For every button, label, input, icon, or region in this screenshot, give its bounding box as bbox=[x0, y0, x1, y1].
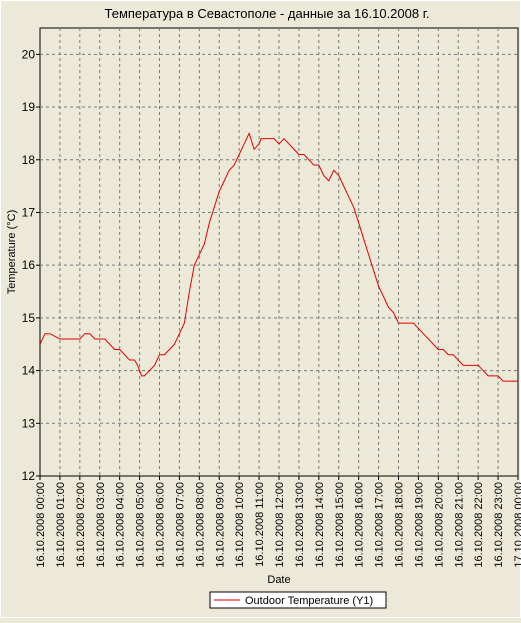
series-group bbox=[39, 132, 518, 382]
x-tick-label: 16.10.2008 16:00 bbox=[354, 482, 366, 568]
x-tick-label: 16.10.2008 18:00 bbox=[394, 482, 406, 568]
x-tick-label: 16.10.2008 12:00 bbox=[274, 482, 286, 568]
y-tick-label: 13 bbox=[22, 416, 36, 430]
x-tick-label: 16.10.2008 06:00 bbox=[155, 482, 167, 568]
y-tick-label: 14 bbox=[22, 364, 36, 378]
y-tick-label: 12 bbox=[22, 469, 36, 483]
x-tick-label: 16.10.2008 15:00 bbox=[334, 482, 346, 568]
legend-label: Outdoor Temperature (Y1) bbox=[245, 595, 373, 607]
x-tick-label: 16.10.2008 17:00 bbox=[374, 482, 386, 568]
x-axis-label: Date bbox=[267, 574, 290, 586]
y-tick-label: 16 bbox=[22, 258, 36, 272]
chart-title: Температура в Севастополе - данные за 16… bbox=[105, 6, 430, 21]
y-tick-label: 18 bbox=[22, 153, 36, 167]
y-tick-label: 20 bbox=[22, 47, 36, 61]
x-tick-label: 16.10.2008 20:00 bbox=[433, 482, 445, 568]
y-tick-label: 15 bbox=[22, 311, 36, 325]
x-tick-label: 16.10.2008 10:00 bbox=[234, 482, 246, 568]
x-tick-label: 16.10.2008 22:00 bbox=[473, 482, 485, 568]
x-tick-label: 16.10.2008 01:00 bbox=[55, 482, 67, 568]
legend-box bbox=[209, 591, 387, 609]
x-tick-label: 16.10.2008 07:00 bbox=[174, 482, 186, 568]
y-axis-ticks: 12 13 14 15 16 17 18 19 20 bbox=[22, 47, 40, 483]
x-tick-label: 16.10.2008 13:00 bbox=[294, 482, 306, 568]
x-tick-label: 16.10.2008 23:00 bbox=[493, 482, 505, 568]
y-axis-label: Temperature (°C) bbox=[6, 210, 18, 294]
x-tick-label: 16.10.2008 11:00 bbox=[254, 482, 266, 567]
x-tick-label: 16.10.2008 14:00 bbox=[314, 482, 326, 568]
legend: Outdoor Temperature (Y1) bbox=[209, 591, 387, 609]
x-tick-label: 16.10.2008 08:00 bbox=[194, 482, 206, 568]
x-axis-ticks: 16.10.2008 00:00 16.10.2008 01:00 16.10.20… bbox=[35, 476, 521, 568]
x-tick-label: 16.10.2008 02:00 bbox=[75, 482, 87, 568]
x-tick-label: 16.10.2008 09:00 bbox=[214, 482, 226, 568]
x-tick-label: 16.10.2008 04:00 bbox=[115, 482, 127, 568]
x-tick-label: 16.10.2008 00:00 bbox=[35, 482, 47, 568]
x-tick-label: 16.10.2008 21:00 bbox=[453, 482, 465, 568]
grid bbox=[40, 28, 518, 476]
x-tick-label: 16.10.2008 19:00 bbox=[413, 482, 425, 568]
x-tick-label: 16.10.2008 03:00 bbox=[95, 482, 107, 568]
x-tick-label: 16.10.2008 05:00 bbox=[135, 482, 147, 568]
y-tick-label: 17 bbox=[22, 205, 36, 219]
x-tick-label: 17.10.2008 00:00 bbox=[513, 482, 521, 568]
series-line bbox=[39, 132, 518, 382]
y-tick-label: 19 bbox=[22, 100, 36, 114]
